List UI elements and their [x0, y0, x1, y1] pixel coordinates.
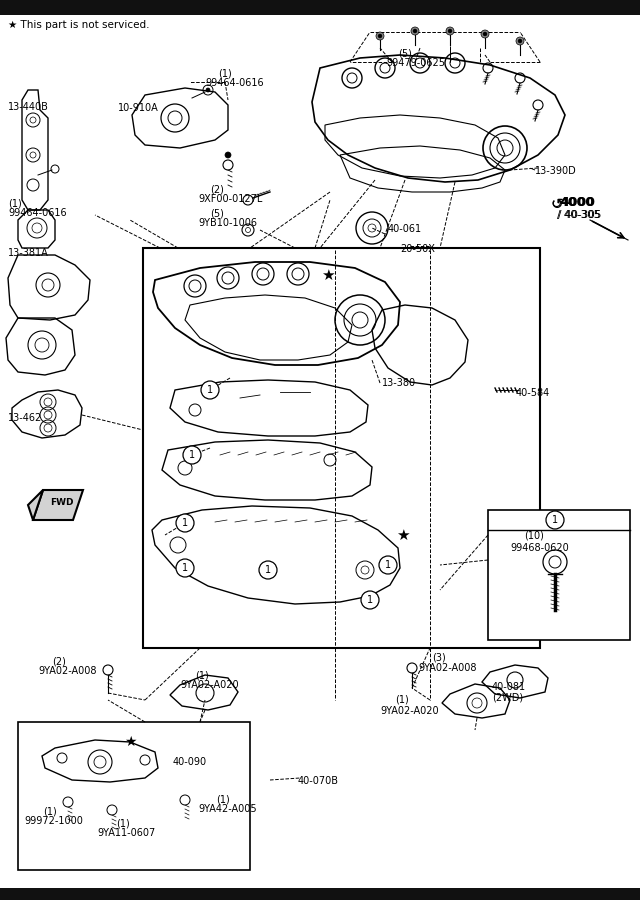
- Text: (10): (10): [524, 530, 544, 540]
- Bar: [143, 248, 540, 648]
- Text: (3): (3): [432, 653, 445, 663]
- Text: 9YA02-A008: 9YA02-A008: [38, 666, 97, 676]
- Text: (1): (1): [8, 198, 22, 208]
- Circle shape: [259, 561, 277, 579]
- Circle shape: [483, 32, 487, 36]
- Text: / 40-305: / 40-305: [557, 210, 600, 220]
- Polygon shape: [28, 490, 43, 520]
- Text: 9XF00-0127L: 9XF00-0127L: [198, 194, 262, 204]
- Text: FWD: FWD: [50, 498, 74, 507]
- Circle shape: [481, 30, 489, 38]
- Text: 99972-1000: 99972-1000: [24, 816, 83, 826]
- Text: 40-070B: 40-070B: [298, 776, 339, 786]
- Text: ★: ★: [321, 268, 335, 283]
- Circle shape: [448, 29, 452, 33]
- Text: (1): (1): [395, 695, 409, 705]
- Text: 1: 1: [367, 595, 373, 605]
- Text: 1: 1: [207, 385, 213, 395]
- Text: 13-380: 13-380: [382, 378, 416, 388]
- Bar: [18, 722, 250, 870]
- Bar: [0, 888, 640, 900]
- Text: (2): (2): [210, 184, 224, 194]
- Circle shape: [378, 34, 382, 38]
- Circle shape: [361, 591, 379, 609]
- Circle shape: [176, 559, 194, 577]
- Text: (5): (5): [210, 208, 224, 218]
- Text: (1): (1): [195, 670, 209, 680]
- Text: 9YB10-1006: 9YB10-1006: [198, 218, 257, 228]
- Text: 1: 1: [385, 560, 391, 570]
- Circle shape: [413, 29, 417, 33]
- Text: 99464-0616: 99464-0616: [205, 78, 264, 88]
- Circle shape: [376, 32, 384, 40]
- Text: ★ This part is not serviced.: ★ This part is not serviced.: [8, 20, 150, 30]
- Text: 1: 1: [182, 563, 188, 573]
- Text: 1: 1: [189, 450, 195, 460]
- Circle shape: [201, 381, 219, 399]
- Circle shape: [518, 39, 522, 43]
- Text: (1): (1): [216, 794, 230, 804]
- Text: 13-440B: 13-440B: [8, 102, 49, 112]
- Text: 13-390D: 13-390D: [535, 166, 577, 176]
- Circle shape: [176, 514, 194, 532]
- Circle shape: [411, 27, 419, 35]
- Text: 13-462: 13-462: [8, 413, 42, 423]
- Circle shape: [183, 446, 201, 464]
- Text: 9YA11-0607: 9YA11-0607: [97, 828, 156, 838]
- Circle shape: [379, 556, 397, 574]
- Bar: [488, 510, 630, 640]
- Text: 99464-0616: 99464-0616: [8, 208, 67, 218]
- Text: 4000: 4000: [560, 196, 595, 209]
- Text: ★: ★: [396, 528, 410, 543]
- Text: 4000: 4000: [559, 196, 594, 209]
- Text: 20-50X: 20-50X: [400, 244, 435, 254]
- Circle shape: [206, 88, 210, 92]
- Circle shape: [446, 27, 454, 35]
- Text: (2WD): (2WD): [492, 692, 523, 702]
- Text: 40-090: 40-090: [173, 757, 207, 767]
- Circle shape: [516, 37, 524, 45]
- Text: 1: 1: [182, 518, 188, 528]
- Text: (5): (5): [398, 48, 412, 58]
- Circle shape: [225, 152, 231, 158]
- Text: 9YA02-A020: 9YA02-A020: [180, 680, 239, 690]
- Text: / 40-305: / 40-305: [558, 210, 602, 220]
- Text: 10-910A: 10-910A: [118, 103, 159, 113]
- Text: 9YA02-A020: 9YA02-A020: [380, 706, 438, 716]
- Text: 40-584: 40-584: [516, 388, 550, 398]
- Text: 9YA02-A008: 9YA02-A008: [418, 663, 477, 673]
- Text: 99479-0625: 99479-0625: [386, 58, 445, 68]
- Text: 40-081: 40-081: [492, 682, 526, 692]
- Text: 1: 1: [265, 565, 271, 575]
- Text: (1): (1): [116, 818, 130, 828]
- Text: 13-381A: 13-381A: [8, 248, 49, 258]
- Polygon shape: [33, 490, 83, 520]
- Circle shape: [546, 511, 564, 529]
- Text: (2): (2): [52, 656, 66, 666]
- Text: $\circlearrowleft$: $\circlearrowleft$: [548, 197, 563, 211]
- Text: ★: ★: [124, 735, 136, 749]
- Bar: [0, 0, 640, 15]
- Text: (1): (1): [43, 806, 57, 816]
- Text: 40-061: 40-061: [388, 224, 422, 234]
- Text: 9YA42-A005: 9YA42-A005: [198, 804, 257, 814]
- Text: 1: 1: [552, 515, 558, 525]
- Text: (1): (1): [218, 68, 232, 78]
- Text: $\circlearrowleft$: $\circlearrowleft$: [548, 197, 564, 212]
- Text: 99468-0620: 99468-0620: [510, 543, 569, 553]
